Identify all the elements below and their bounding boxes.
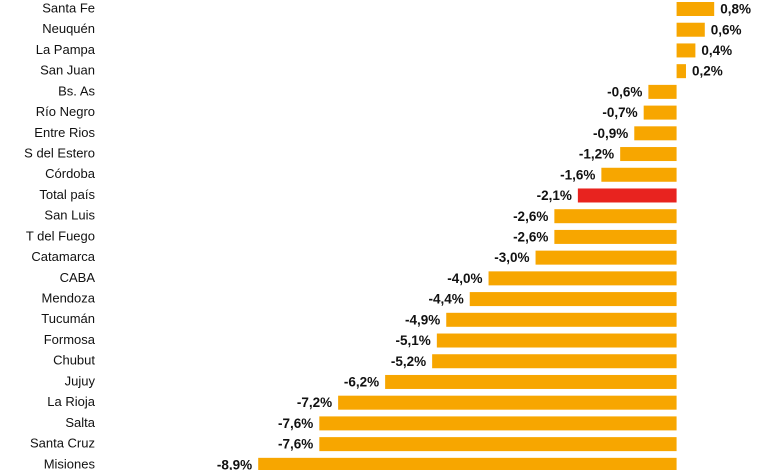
- category-label: S del Estero: [24, 145, 95, 160]
- bar: [643, 105, 677, 120]
- bar: [535, 250, 677, 265]
- value-label: -2,1%: [537, 188, 572, 203]
- bar: [258, 457, 677, 470]
- category-label: T del Fuego: [26, 228, 95, 243]
- category-label: Chubut: [53, 353, 95, 368]
- bar: [577, 188, 677, 203]
- value-label: -0,6%: [607, 84, 642, 99]
- category-label: Misiones: [44, 456, 96, 470]
- value-label: -2,6%: [513, 229, 548, 244]
- category-label: Salta: [65, 415, 95, 430]
- bar: [319, 437, 677, 452]
- value-label: 0,8%: [720, 2, 751, 17]
- value-label: -8,9%: [217, 457, 252, 470]
- bar: [488, 271, 677, 286]
- value-label: -4,4%: [428, 292, 463, 307]
- category-label: Formosa: [44, 332, 96, 347]
- value-label: -7,6%: [278, 437, 313, 452]
- bar: [676, 43, 696, 58]
- value-label: -4,0%: [447, 271, 482, 286]
- bar: [319, 416, 677, 431]
- value-label: -7,6%: [278, 416, 313, 431]
- category-label: Catamarca: [31, 249, 95, 264]
- bar: [446, 312, 677, 327]
- bar: [436, 333, 677, 348]
- category-label: Tucumán: [41, 311, 95, 326]
- value-label: -1,6%: [560, 167, 595, 182]
- bar: [634, 126, 677, 141]
- category-label: Entre Rios: [34, 125, 95, 140]
- category-label: Córdoba: [45, 166, 96, 181]
- bar: [676, 64, 686, 79]
- bar: [385, 374, 677, 389]
- value-label: 0,4%: [701, 43, 732, 58]
- category-label: CABA: [60, 270, 96, 285]
- value-label: -5,2%: [391, 354, 426, 369]
- bar: [648, 84, 677, 99]
- value-label: -7,2%: [297, 395, 332, 410]
- category-label: La Pampa: [36, 42, 96, 57]
- category-label: San Juan: [40, 63, 95, 78]
- bar: [338, 395, 677, 410]
- category-label: Total país: [39, 187, 95, 202]
- bar: [601, 167, 677, 182]
- category-label: Mendoza: [42, 291, 96, 306]
- bar: [469, 292, 677, 307]
- category-label: Neuquén: [42, 21, 95, 36]
- bar: [432, 354, 677, 369]
- value-label: -1,2%: [579, 147, 614, 162]
- value-label: -2,6%: [513, 209, 548, 224]
- category-label: Bs. As: [58, 83, 95, 98]
- category-label: Santa Fe: [42, 0, 95, 15]
- value-label: -0,9%: [593, 126, 628, 141]
- category-label: Jujuy: [65, 373, 96, 388]
- bar: [676, 2, 715, 16]
- value-label: 0,2%: [692, 64, 723, 79]
- value-label: -0,7%: [602, 105, 637, 120]
- value-label: 0,6%: [711, 22, 742, 37]
- category-label: La Rioja: [47, 394, 95, 409]
- category-label: Santa Cruz: [30, 436, 95, 451]
- category-label: Río Negro: [36, 104, 95, 119]
- bar: [676, 22, 705, 37]
- bar: [554, 229, 677, 244]
- category-label: San Luis: [44, 208, 95, 223]
- bar: [620, 147, 677, 162]
- value-label: -5,1%: [396, 333, 431, 348]
- value-label: -3,0%: [494, 250, 529, 265]
- value-label: -4,9%: [405, 312, 440, 327]
- value-label: -6,2%: [344, 375, 379, 390]
- bar: [554, 209, 677, 224]
